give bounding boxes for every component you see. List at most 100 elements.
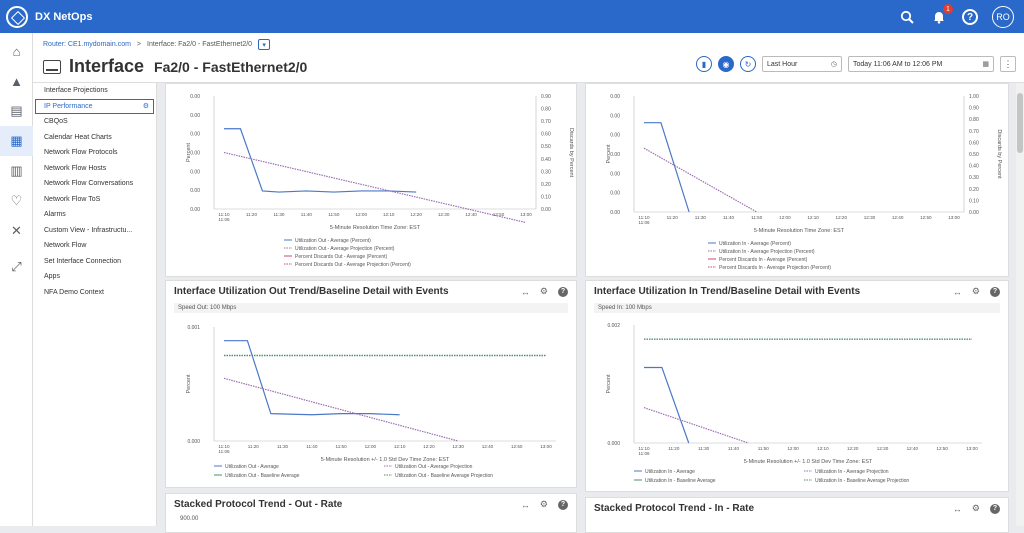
series-utilization-avg xyxy=(644,366,690,444)
y-tick-label: 900.00 xyxy=(180,516,199,522)
history-icon[interactable]: ↻ xyxy=(740,56,756,72)
y2-tick-label: 0.20 xyxy=(969,187,979,193)
legend-entry: Utilization In - Average Projection (Per… xyxy=(719,249,815,255)
panel-utilization-out-trend: Interface Utilization Out Trend/Baseline… xyxy=(165,280,577,488)
gear-icon[interactable]: ⚙ xyxy=(539,286,548,296)
time-range-select[interactable]: Last Hour ◷ xyxy=(762,56,842,72)
x-tick-label: 11:50 xyxy=(758,446,770,451)
help-icon[interactable]: ? xyxy=(990,503,1000,514)
breadcrumb-router-link[interactable]: Router: CE1.mydomain.com xyxy=(43,41,131,48)
y2-tick-label: 0.50 xyxy=(969,152,979,158)
x-tick-label: 11:20 xyxy=(248,444,260,449)
y2-tick-label: 1.00 xyxy=(969,94,979,100)
sidebar-item[interactable]: Interface Projections xyxy=(44,87,108,95)
y-tick-label: 0.00 xyxy=(190,169,200,175)
expand-icon[interactable]: ⤢ xyxy=(11,259,22,274)
gear-icon[interactable]: ⚙ xyxy=(971,286,980,296)
y2-axis-label: Discards by Percent xyxy=(568,128,574,178)
user-avatar[interactable]: RO xyxy=(992,6,1014,28)
context-page-icon[interactable]: ▮ xyxy=(696,56,712,72)
reports-icon[interactable]: ▦ xyxy=(0,126,33,156)
time-range-value: Last Hour xyxy=(767,60,798,68)
sidebar-item[interactable]: CBQoS xyxy=(44,118,68,126)
sidebar-item-label: IP Performance xyxy=(44,102,93,110)
y2-tick-label: 0.40 xyxy=(969,164,979,170)
page-subtitle: Fa2/0 - FastEthernet2/0 xyxy=(154,58,308,75)
legend-entry: Utilization Out - Baseline Average Proje… xyxy=(395,473,493,479)
resize-icon[interactable]: ↔ xyxy=(520,499,530,510)
panel-utilization-out-projection: 0.00 0.00 0.00 0.00 0.00 0.00 0.00 0.90 0.80 0.70… xyxy=(165,83,577,277)
legend-entry: Percent Discards Out - Average Projectio… xyxy=(295,262,411,268)
sidebar-item[interactable]: Calendar Heat Charts xyxy=(44,133,112,141)
y-tick-label: 0.00 xyxy=(610,113,620,119)
resize-icon[interactable]: ↔ xyxy=(952,503,962,514)
health-icon[interactable]: ♡ xyxy=(10,193,23,208)
help-icon[interactable]: ? xyxy=(558,286,568,297)
legend-entry: Percent Discards In - Average (Percent) xyxy=(719,257,808,263)
x-tick-label: 13:00 xyxy=(540,444,552,449)
series-utilization-avg xyxy=(224,128,417,193)
x-tick-label: 11:06 xyxy=(218,217,230,222)
resize-icon[interactable]: ↔ xyxy=(952,286,962,297)
help-icon[interactable]: ? xyxy=(558,499,568,510)
sidebar-item[interactable]: Alarms xyxy=(44,211,66,219)
search-icon[interactable] xyxy=(898,8,916,26)
x-tick-label: 12:10 xyxy=(383,212,395,217)
y2-tick-label: 0.80 xyxy=(969,117,979,123)
tools-icon[interactable]: ✕ xyxy=(11,223,22,238)
x-tick-label: 11:30 xyxy=(277,444,289,449)
help-icon[interactable]: ? xyxy=(962,9,978,25)
gear-icon[interactable]: ⚙ xyxy=(971,503,980,513)
y-axis-label: Percent xyxy=(186,374,192,393)
more-options-icon[interactable]: ⋮ xyxy=(1000,56,1016,72)
date-range-select[interactable]: Today 11:06 AM to 12:06 PM ▦ xyxy=(848,56,994,72)
series-utilization-avg xyxy=(644,122,690,213)
sidebar-item[interactable]: Network Flow Hosts xyxy=(44,164,107,172)
x-tick-label: 12:50 xyxy=(920,215,932,220)
series-utilization-avg xyxy=(224,340,400,416)
legend-entry: Percent Discards Out - Average (Percent) xyxy=(295,254,388,260)
help-icon[interactable]: ? xyxy=(990,286,1000,297)
x-tick-label: 12:40 xyxy=(907,446,919,451)
x-tick-label: 11:50 xyxy=(336,444,348,449)
series-utilization-projection xyxy=(223,377,459,442)
x-tick-label: 12:20 xyxy=(836,215,848,220)
resize-icon[interactable]: ↔ xyxy=(520,286,530,297)
y2-tick-label: 0.30 xyxy=(969,175,979,181)
y-tick-label: 0.00 xyxy=(190,94,200,100)
sidebar-item[interactable]: Network Flow Protocols xyxy=(44,149,118,157)
scrollbar-thumb[interactable] xyxy=(1017,93,1023,153)
y-tick-label: 0.00 xyxy=(610,210,620,216)
dx-netops-logo[interactable] xyxy=(6,5,28,28)
panel-stacked-protocol-out: Stacked Protocol Trend - Out - Rate ↔ ⚙ … xyxy=(165,493,577,533)
x-axis-label: 5-Minute Resolution Time Zone: EST xyxy=(330,225,421,231)
gear-icon[interactable]: ⚙ xyxy=(539,499,548,509)
sidebar-item[interactable]: Set Interface Connection xyxy=(44,257,122,265)
x-tick-label: 11:30 xyxy=(695,215,707,220)
page-scrollbar[interactable] xyxy=(1016,83,1024,526)
panel-title: Stacked Protocol Trend - In - Rate xyxy=(594,503,755,514)
sidebar-item[interactable]: Network Flow xyxy=(44,242,87,250)
bell-icon[interactable]: 1 xyxy=(930,4,953,26)
home-icon[interactable]: ⌂ xyxy=(12,43,21,59)
series-utilization-projection xyxy=(643,147,758,213)
date-range-value: Today 11:06 AM to 12:06 PM xyxy=(853,60,943,68)
breadcrumb-menu-icon[interactable]: ▾ xyxy=(258,39,271,50)
legend-entry: Utilization Out - Baseline Average xyxy=(225,473,300,479)
x-tick-label: 11:10 xyxy=(638,215,650,220)
sidebar-item[interactable]: NFA Demo Context xyxy=(44,288,104,296)
view-icon[interactable]: ◉ xyxy=(718,56,734,72)
series-utilization-projection xyxy=(223,151,527,224)
inventory-icon[interactable]: ▲ xyxy=(10,73,23,89)
sidebar-item[interactable]: Custom View - Infrastructu... xyxy=(44,226,133,234)
gear-icon[interactable]: ⚙ xyxy=(142,103,149,111)
sidebar-item[interactable]: Apps xyxy=(44,273,60,281)
sidebar-item-selected[interactable]: IP Performance ⚙ xyxy=(35,98,154,114)
x-tick-label: 11:40 xyxy=(728,446,740,451)
storage-icon[interactable]: ▥ xyxy=(10,163,23,178)
sidebar-item[interactable]: Network Flow ToS xyxy=(44,195,101,203)
sidebar-item[interactable]: Network Flow Conversations xyxy=(44,180,134,188)
y2-tick-label: 0.70 xyxy=(969,129,979,135)
dashboard-icon[interactable]: ▤ xyxy=(10,103,23,118)
app-title: DX NetOps xyxy=(35,10,93,23)
